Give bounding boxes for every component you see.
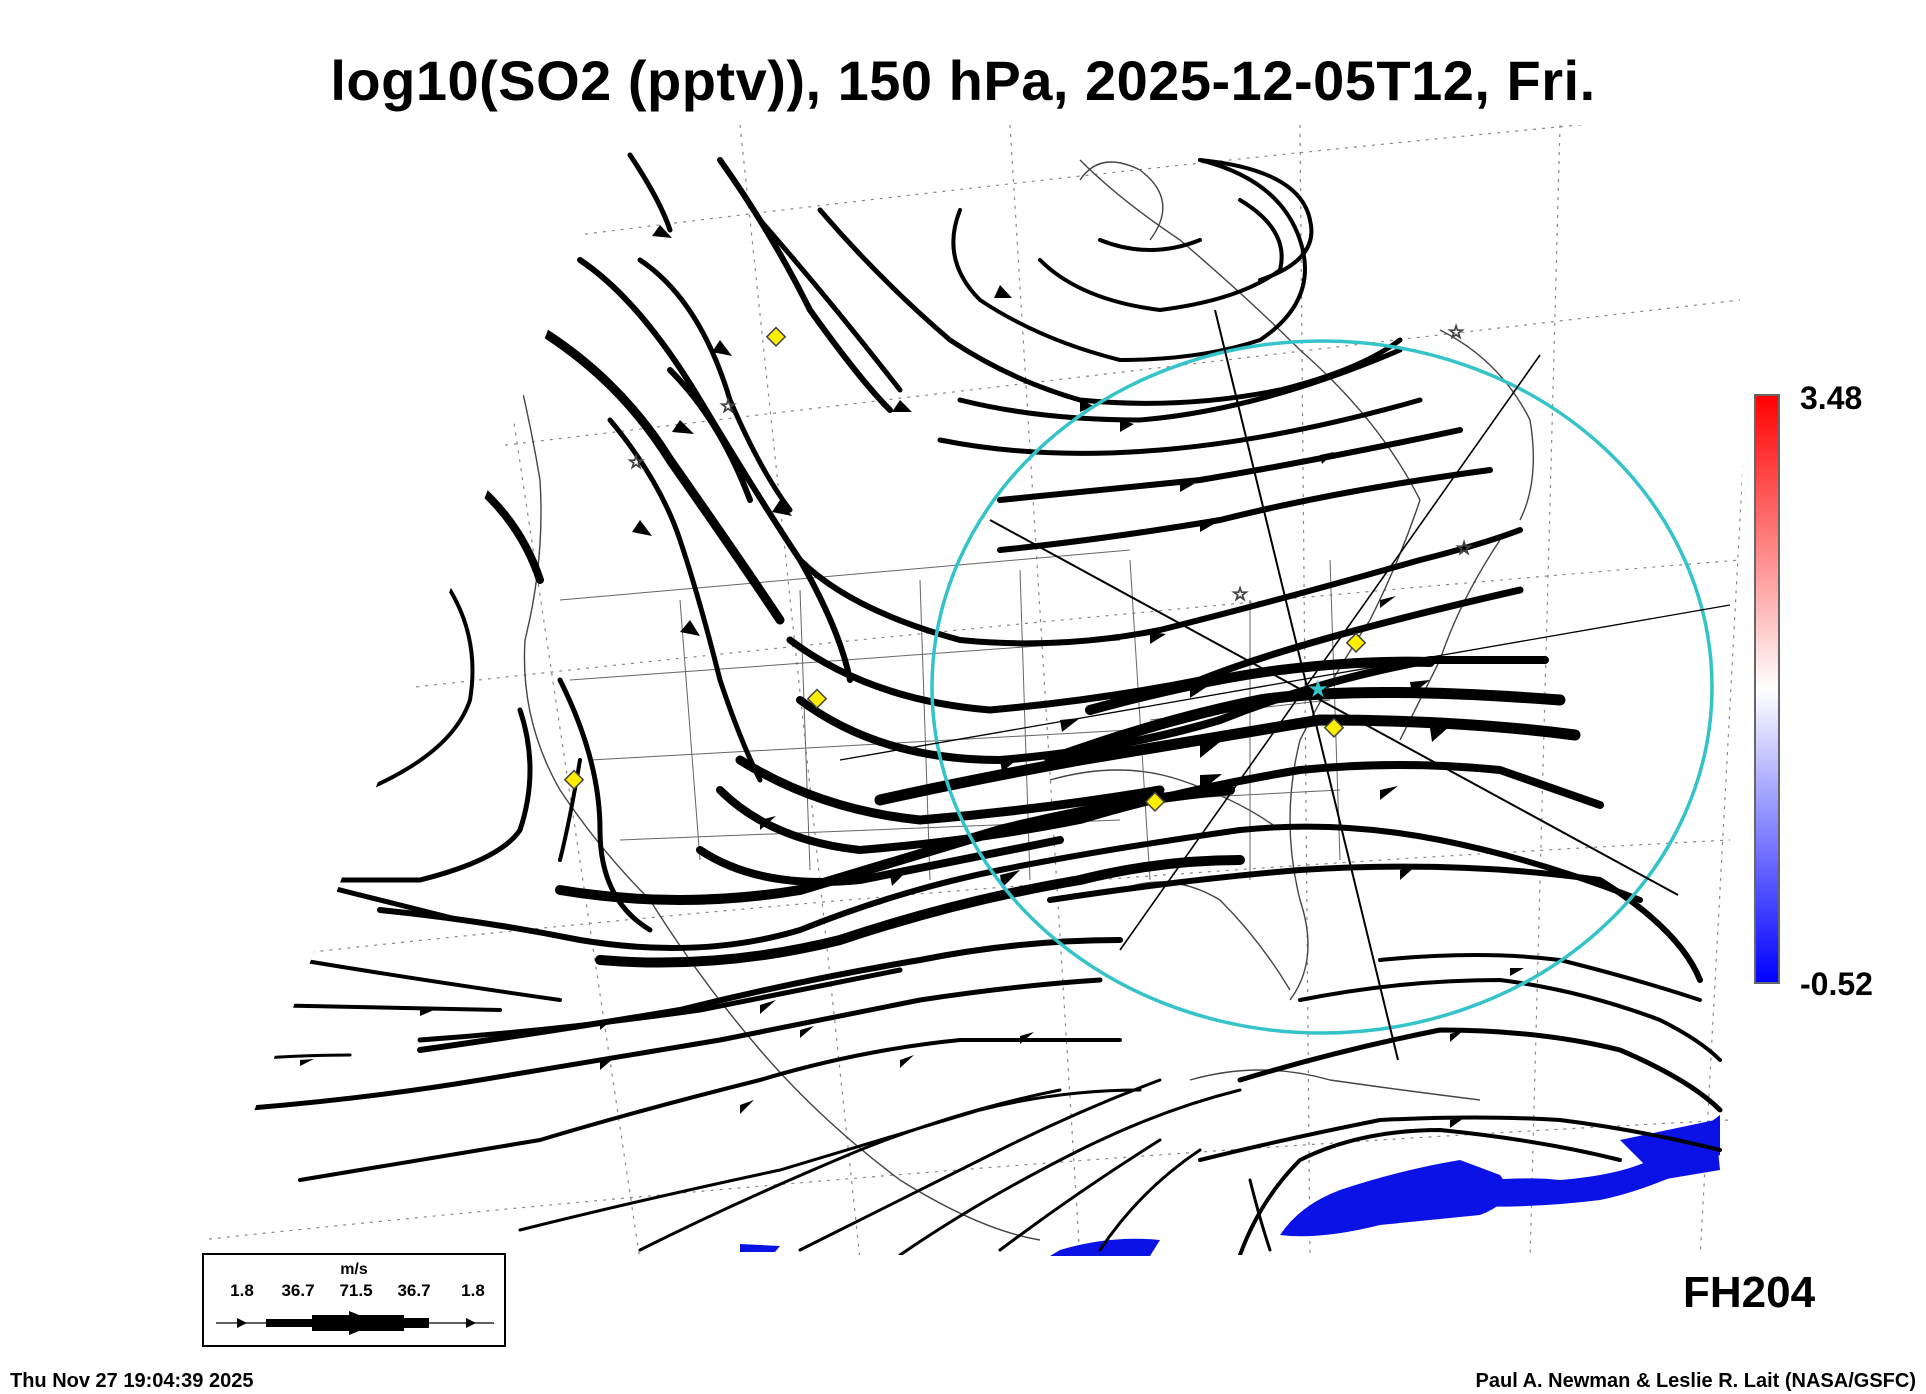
colorbar: [1754, 394, 1780, 984]
legend-tick: 71.5: [339, 1281, 373, 1300]
svg-text:☆: ☆: [720, 396, 736, 417]
diamond-marker: [563, 769, 585, 790]
legend-tick: 36.7: [397, 1281, 431, 1300]
timestamp: Thu Nov 27 19:04:39 2025: [10, 1370, 254, 1392]
site-markers: [563, 326, 1367, 812]
diamond-marker: [1345, 632, 1367, 653]
so2-shading: [740, 1115, 1720, 1256]
star-markers: ☆ ☆ ☆ ☆ ☆: [627, 321, 1472, 605]
map-title: log10(SO2 (pptv)), 150 hPa, 2025-12-05T1…: [330, 49, 1596, 112]
legend-tick: 1.8: [230, 1281, 254, 1300]
svg-text:☆: ☆: [1448, 322, 1464, 343]
credit-line: Paul A. Newman & Leslie R. Lait (NASA/GS…: [1475, 1370, 1916, 1392]
diamond-marker: [1323, 717, 1345, 738]
streamline-arrows: [300, 225, 1524, 1128]
legend-unit: m/s: [340, 1261, 368, 1278]
center-star-icon: ★: [1307, 675, 1329, 703]
svg-text:☆: ☆: [1232, 584, 1248, 605]
svg-text:☆: ☆: [1456, 538, 1472, 559]
colorbar-min-label: -0.52: [1800, 966, 1873, 1002]
svg-text:☆: ☆: [628, 452, 644, 473]
legend-tick: 1.8: [461, 1281, 485, 1300]
forecast-hour-label: FH204: [1683, 1268, 1816, 1317]
range-overlay: [839, 309, 1731, 1061]
legend-arrow-scale: [216, 1311, 494, 1335]
legend-tick: 36.7: [281, 1281, 315, 1300]
diamond-marker: [1144, 791, 1166, 812]
colorbar-max-label: 3.48: [1800, 380, 1863, 416]
diamond-marker: [806, 688, 828, 709]
wind-legend: m/s 1.8 36.7 71.5 36.7 1.8: [202, 1253, 506, 1347]
diamond-marker: [765, 326, 787, 347]
wind-streamlines: [222, 152, 1723, 1255]
svg-text:★: ★: [1307, 675, 1329, 703]
